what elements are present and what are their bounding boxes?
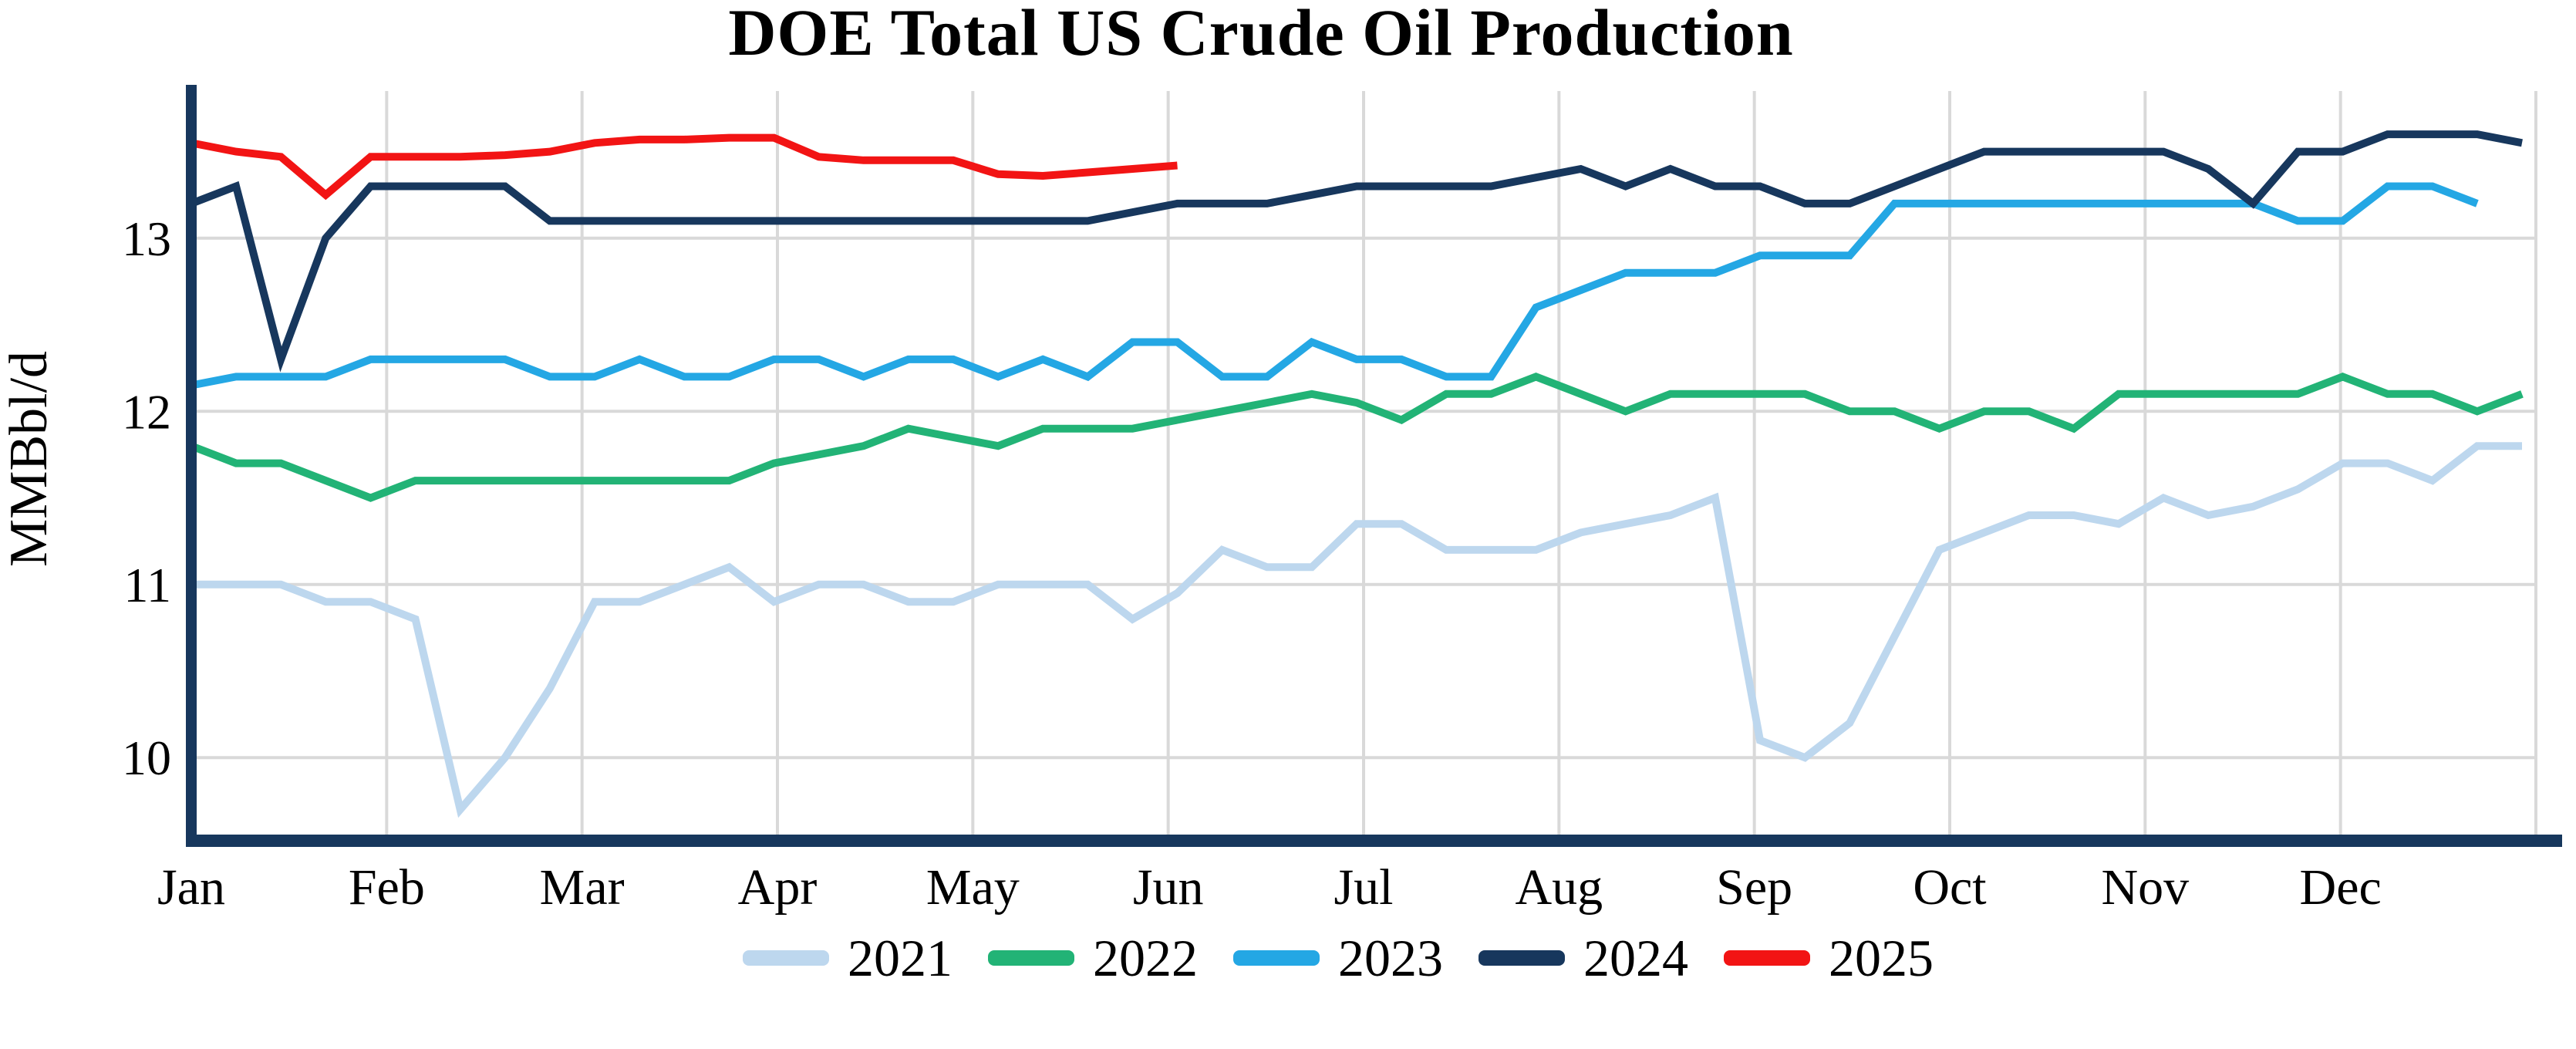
x-tick-label: Jul <box>1334 859 1393 916</box>
series-line-2025 <box>191 133 1178 201</box>
y-tick-label: 13 <box>122 211 171 266</box>
legend-swatch-2024 <box>1479 950 1565 966</box>
y-tick-label: 11 <box>123 558 171 612</box>
legend-swatch-2025 <box>1724 950 1810 966</box>
legend-item-2021: 2021 <box>743 932 953 984</box>
x-tick-label: May <box>926 859 1020 916</box>
chart-legend: 2021 2022 2023 2024 2025 <box>100 932 2576 984</box>
y-tick-label: 12 <box>122 384 171 439</box>
x-tick-label: Aug <box>1515 859 1603 916</box>
legend-label-2025: 2025 <box>1829 929 1934 987</box>
legend-label-2024: 2024 <box>1583 929 1688 987</box>
legend-item-2023: 2023 <box>1233 932 1443 984</box>
x-tick-label: Jun <box>1133 859 1204 916</box>
x-tick-label: Feb <box>349 859 425 916</box>
chart-title: DOE Total US Crude Oil Production <box>728 0 1794 69</box>
x-tick-label: Jan <box>157 859 225 916</box>
x-tick-label: Dec <box>2300 859 2382 916</box>
legend-item-2024: 2024 <box>1479 932 1688 984</box>
x-tick-label: Mar <box>540 859 625 916</box>
legend-swatch-2022 <box>988 950 1074 966</box>
x-tick-label: Sep <box>1716 859 1792 916</box>
legend-label-2021: 2021 <box>848 929 953 987</box>
series-line-2023 <box>191 182 2479 390</box>
legend-label-2023: 2023 <box>1338 929 1443 987</box>
series-line-2022 <box>190 373 2524 502</box>
x-tick-label: Oct <box>1913 859 1986 916</box>
series-line-2021 <box>191 442 2522 818</box>
legend-item-2025: 2025 <box>1724 932 1934 984</box>
legend-swatch-2021 <box>743 950 829 966</box>
x-tick-label: Nov <box>2101 859 2189 916</box>
x-tick-label: Apr <box>738 859 818 916</box>
y-tick-label: 10 <box>122 730 171 785</box>
legend-label-2022: 2022 <box>1093 929 1198 987</box>
legend-swatch-2023 <box>1233 950 1320 966</box>
series-line-2024 <box>190 130 2523 373</box>
legend-item-2022: 2022 <box>988 932 1198 984</box>
